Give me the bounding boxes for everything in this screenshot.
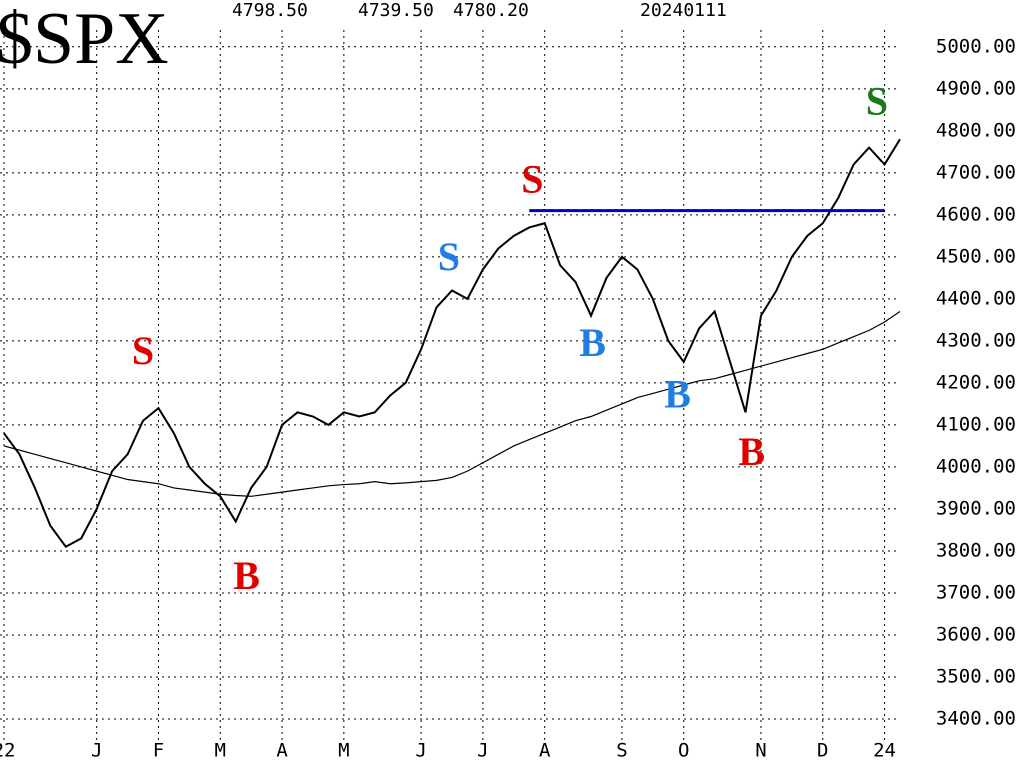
y-tick-label: 4900.00 xyxy=(936,77,1016,99)
signal-label: B xyxy=(664,372,691,417)
y-tick-label: 4200.00 xyxy=(936,371,1016,393)
x-tick-label: J xyxy=(91,740,102,762)
header-value: 4780.20 xyxy=(453,0,529,21)
x-tick-label: A xyxy=(539,740,551,762)
x-tick-label: J xyxy=(415,740,426,762)
y-tick-label: 4100.00 xyxy=(936,413,1016,435)
x-tick-label: J xyxy=(477,740,488,762)
signal-label: S xyxy=(132,328,154,373)
y-tick-label: 4400.00 xyxy=(936,287,1016,309)
x-tick-label: O xyxy=(678,740,689,762)
signal-label: B xyxy=(233,553,260,598)
x-tick-label: M xyxy=(338,740,349,762)
y-tick-label: 5000.00 xyxy=(936,35,1016,57)
x-tick-label: F xyxy=(153,740,164,762)
signal-label: B xyxy=(579,320,606,365)
y-tick-label: 3500.00 xyxy=(936,665,1016,687)
signal-label: S xyxy=(866,78,888,123)
y-tick-label: 3600.00 xyxy=(936,623,1016,645)
y-tick-label: 4000.00 xyxy=(936,455,1016,477)
signal-label: B xyxy=(738,429,765,474)
x-tick-label: A xyxy=(276,740,288,762)
y-tick-label: 4600.00 xyxy=(936,203,1016,225)
x-tick-label: S xyxy=(616,740,627,762)
x-tick-label: M xyxy=(215,740,226,762)
y-tick-label: 3900.00 xyxy=(936,497,1016,519)
signal-label: S xyxy=(438,234,460,279)
series-line xyxy=(3,310,901,497)
x-tick-label: N xyxy=(755,740,766,762)
x-tick-label: D xyxy=(817,740,828,762)
y-tick-label: 3700.00 xyxy=(936,581,1016,603)
y-tick-label: 4700.00 xyxy=(936,161,1016,183)
header-value: 20240111 xyxy=(640,0,727,21)
y-tick-label: 3800.00 xyxy=(936,539,1016,561)
header-value: 4739.50 xyxy=(358,0,434,21)
chart-title: $SPX xyxy=(0,0,169,80)
header-value: 4798.50 xyxy=(232,0,308,21)
signal-label: S xyxy=(521,157,543,202)
y-tick-label: 3400.00 xyxy=(936,707,1016,729)
series-line xyxy=(3,138,901,549)
x-tick-label: 22 xyxy=(0,740,15,762)
y-tick-label: 4300.00 xyxy=(936,329,1016,351)
x-tick-label: 24 xyxy=(873,740,896,762)
y-tick-label: 4800.00 xyxy=(936,119,1016,141)
y-tick-label: 4500.00 xyxy=(936,245,1016,267)
